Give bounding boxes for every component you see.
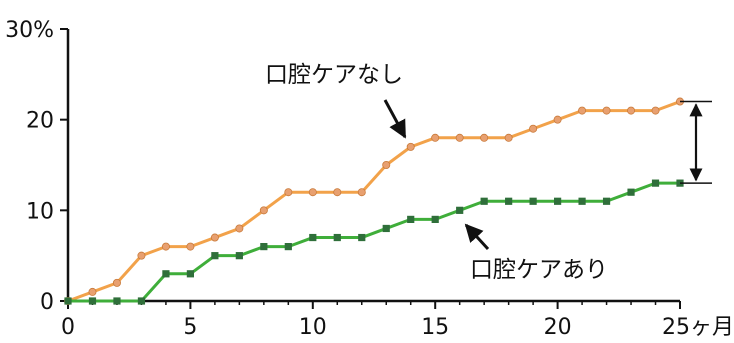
data-point-with-care: [236, 252, 243, 259]
x-tick-label: 25ヶ月: [662, 315, 734, 340]
data-point-with-care: [505, 198, 512, 205]
data-point-with-care: [530, 198, 537, 205]
y-tick-label: 20: [26, 109, 54, 134]
annotation-arrow-no-care: [385, 100, 405, 137]
data-point-no-care: [89, 288, 96, 295]
data-point-no-care: [187, 243, 194, 250]
data-point-no-care: [481, 134, 488, 141]
data-point-with-care: [64, 297, 71, 304]
data-point-with-care: [627, 189, 634, 196]
data-point-with-care: [481, 198, 488, 205]
data-point-no-care: [407, 143, 414, 150]
data-point-no-care: [578, 107, 585, 114]
data-point-with-care: [89, 297, 96, 304]
data-point-with-care: [138, 297, 145, 304]
data-point-no-care: [652, 107, 659, 114]
data-point-no-care: [211, 234, 218, 241]
data-point-no-care: [530, 125, 537, 132]
annotation-arrow-with-care: [466, 225, 488, 249]
data-point-with-care: [383, 225, 390, 232]
data-point-no-care: [236, 225, 243, 232]
data-point-no-care: [334, 189, 341, 196]
data-point-with-care: [162, 270, 169, 277]
y-tick-label: 10: [26, 199, 54, 224]
data-point-with-care: [285, 243, 292, 250]
data-point-no-care: [627, 107, 634, 114]
data-point-with-care: [407, 216, 414, 223]
data-point-no-care: [456, 134, 463, 141]
series-line-2: [68, 183, 680, 301]
data-point-with-care: [358, 234, 365, 241]
data-point-with-care: [456, 207, 463, 214]
data-point-with-care: [260, 243, 267, 250]
data-point-no-care: [113, 279, 120, 286]
y-tick-label: 30%: [5, 18, 54, 43]
data-point-with-care: [603, 198, 610, 205]
x-tick-label: 10: [299, 315, 327, 340]
data-point-no-care: [432, 134, 439, 141]
annotation-label-with-care: 口腔ケアあり: [470, 257, 608, 283]
data-point-no-care: [383, 161, 390, 168]
data-point-no-care: [309, 189, 316, 196]
data-point-no-care: [358, 189, 365, 196]
data-point-with-care: [578, 198, 585, 205]
data-point-no-care: [554, 116, 561, 123]
x-tick-label: 5: [183, 315, 197, 340]
data-point-no-care: [162, 243, 169, 250]
data-point-no-care: [138, 252, 145, 259]
y-tick-label: 0: [40, 290, 54, 315]
data-point-with-care: [334, 234, 341, 241]
data-point-with-care: [187, 270, 194, 277]
data-point-with-care: [113, 297, 120, 304]
x-tick-label: 0: [61, 315, 75, 340]
data-point-with-care: [554, 198, 561, 205]
annotation-label-no-care: 口腔ケアなし: [265, 62, 403, 88]
x-tick-label: 20: [544, 315, 572, 340]
data-point-no-care: [505, 134, 512, 141]
data-point-with-care: [309, 234, 316, 241]
data-point-no-care: [285, 189, 292, 196]
data-point-with-care: [652, 180, 659, 187]
data-point-with-care: [211, 252, 218, 259]
x-tick-label: 15: [421, 315, 449, 340]
data-point-no-care: [260, 207, 267, 214]
data-point-with-care: [432, 216, 439, 223]
data-point-no-care: [603, 107, 610, 114]
